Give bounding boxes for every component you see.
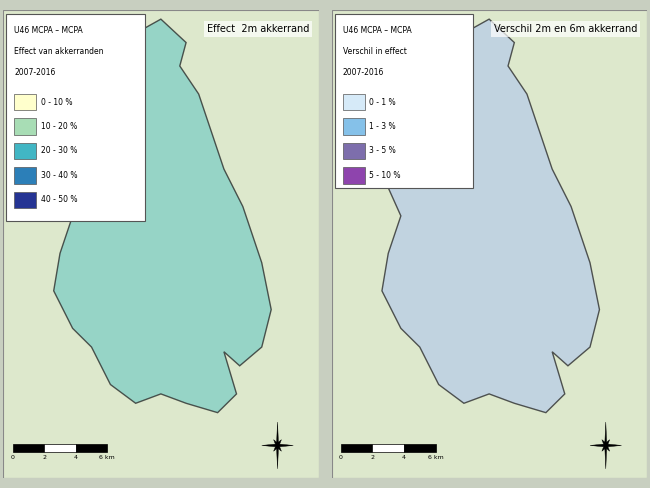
Text: 3 - 5 %: 3 - 5 % (369, 146, 396, 155)
Polygon shape (590, 422, 621, 469)
Text: 4: 4 (402, 455, 406, 460)
Text: 2007-2016: 2007-2016 (343, 68, 384, 77)
Bar (404, 444, 436, 452)
Text: 0 - 1 %: 0 - 1 % (369, 98, 396, 106)
Text: 0: 0 (339, 455, 343, 460)
Bar (14, 94, 36, 110)
Text: 2: 2 (42, 455, 46, 460)
Bar (14, 119, 36, 135)
Text: 2007-2016: 2007-2016 (14, 68, 56, 77)
Polygon shape (262, 422, 293, 469)
Text: 2: 2 (370, 455, 374, 460)
Bar (372, 444, 404, 452)
Bar (76, 444, 107, 452)
Bar (343, 94, 365, 110)
Text: 5 - 10 %: 5 - 10 % (369, 171, 401, 180)
Bar (343, 143, 365, 159)
Polygon shape (382, 19, 599, 413)
Bar (44, 444, 76, 452)
Text: 20 - 30 %: 20 - 30 % (41, 146, 77, 155)
Text: 0: 0 (11, 455, 15, 460)
Text: U46 MCPA – MCPA: U46 MCPA – MCPA (343, 26, 411, 35)
Text: 0 - 10 %: 0 - 10 % (41, 98, 73, 106)
Bar (343, 119, 365, 135)
Bar (341, 444, 372, 452)
Bar (14, 191, 36, 208)
Text: 6 km: 6 km (99, 455, 115, 460)
Bar (14, 143, 36, 159)
FancyBboxPatch shape (6, 15, 145, 221)
Text: 10 - 20 %: 10 - 20 % (41, 122, 77, 131)
Bar (343, 167, 365, 183)
Text: Verschil 2m en 6m akkerrand: Verschil 2m en 6m akkerrand (494, 24, 637, 34)
Text: 1 - 3 %: 1 - 3 % (369, 122, 396, 131)
Text: 6 km: 6 km (428, 455, 443, 460)
Text: Effect van akkerranden: Effect van akkerranden (14, 47, 104, 56)
Text: 4: 4 (73, 455, 78, 460)
Text: U46 MCPA – MCPA: U46 MCPA – MCPA (14, 26, 83, 35)
Text: 40 - 50 %: 40 - 50 % (41, 195, 77, 204)
Text: Effect  2m akkerrand: Effect 2m akkerrand (207, 24, 309, 34)
FancyBboxPatch shape (335, 15, 473, 188)
Bar (14, 167, 36, 183)
Bar (13, 444, 44, 452)
Text: 30 - 40 %: 30 - 40 % (41, 171, 77, 180)
Text: Verschil in effect: Verschil in effect (343, 47, 406, 56)
Polygon shape (54, 19, 271, 413)
